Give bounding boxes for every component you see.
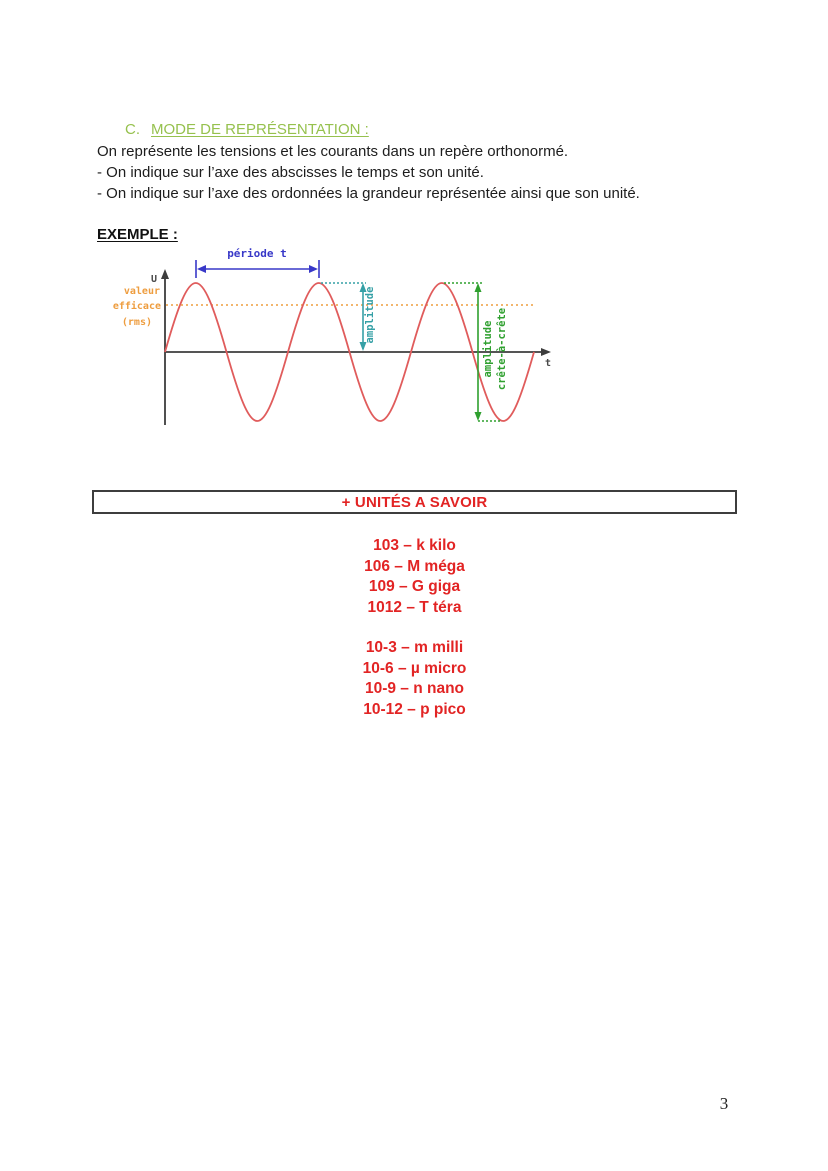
rms-label-line1: valeur (124, 286, 160, 297)
unit-line: 109 – G giga (368, 578, 461, 595)
unit-line: 103 – k kilo (373, 537, 456, 554)
peak-label-line1: amplitude (482, 321, 494, 378)
amplitude-arrowhead-bottom-icon (359, 342, 367, 351)
period-arrowhead-right-icon (309, 265, 318, 273)
unit-line: 10-6 – µ micro (362, 659, 467, 677)
paragraph-line: - On indique sur l’axe des ordonnées la … (97, 185, 640, 202)
units-group-small: 10-3 – m milli 10-6 – µ micro 10-9 – n n… (92, 638, 737, 720)
unit-line: 10-9 – n nano (364, 680, 465, 697)
paragraph-line: On représente les tensions et les couran… (97, 143, 569, 160)
y-axis-arrowhead-icon (161, 269, 169, 279)
sine-wave-curve (164, 282, 535, 422)
units-group-large: 103 – k kilo 106 – M méga 109 – G giga 1… (92, 536, 737, 618)
page-number: 3 (719, 1094, 729, 1113)
unit-line: 10-3 – m milli (365, 639, 464, 656)
paragraph: On représente les tensions et les couran… (97, 141, 640, 204)
x-axis-arrowhead-icon (541, 348, 551, 356)
rms-label-line2: efficace (113, 300, 161, 312)
period-arrowhead-left-icon (197, 265, 206, 273)
amplitude-arrowhead-top-icon (359, 283, 367, 292)
peak-label-line2: crête-à-crête (496, 308, 508, 390)
period-label: période t (227, 247, 287, 260)
amplitude-label: amplitude (364, 287, 376, 344)
peak-arrowhead-bottom-icon (474, 412, 482, 421)
paragraph-line: - On indique sur l’axe des abscisses le … (97, 164, 484, 181)
units-box-title: + UNITÉS A SAVOIR (341, 493, 488, 511)
x-axis-label: t (545, 358, 551, 369)
unit-line: 106 – M méga (364, 557, 465, 575)
unit-line: 1012 – T téra (367, 598, 462, 616)
rms-label-line3: (rms) (122, 317, 152, 328)
section-heading: C. MODE DE REPRÉSENTATION : (125, 121, 369, 138)
units-list: 103 – k kilo 106 – M méga 109 – G giga 1… (92, 536, 737, 720)
section-title: MODE DE REPRÉSENTATION : (151, 121, 369, 138)
example-label: EXEMPLE : (97, 226, 178, 243)
y-axis-label: U (151, 274, 157, 285)
sine-wave-diagram: U t valeur efficace (rms) période t ampl… (113, 247, 551, 425)
units-box: + UNITÉS A SAVOIR (92, 490, 737, 514)
section-letter: C. (125, 121, 140, 138)
peak-arrowhead-top-icon (474, 283, 482, 292)
unit-line: 10-12 – p pico (363, 700, 466, 718)
